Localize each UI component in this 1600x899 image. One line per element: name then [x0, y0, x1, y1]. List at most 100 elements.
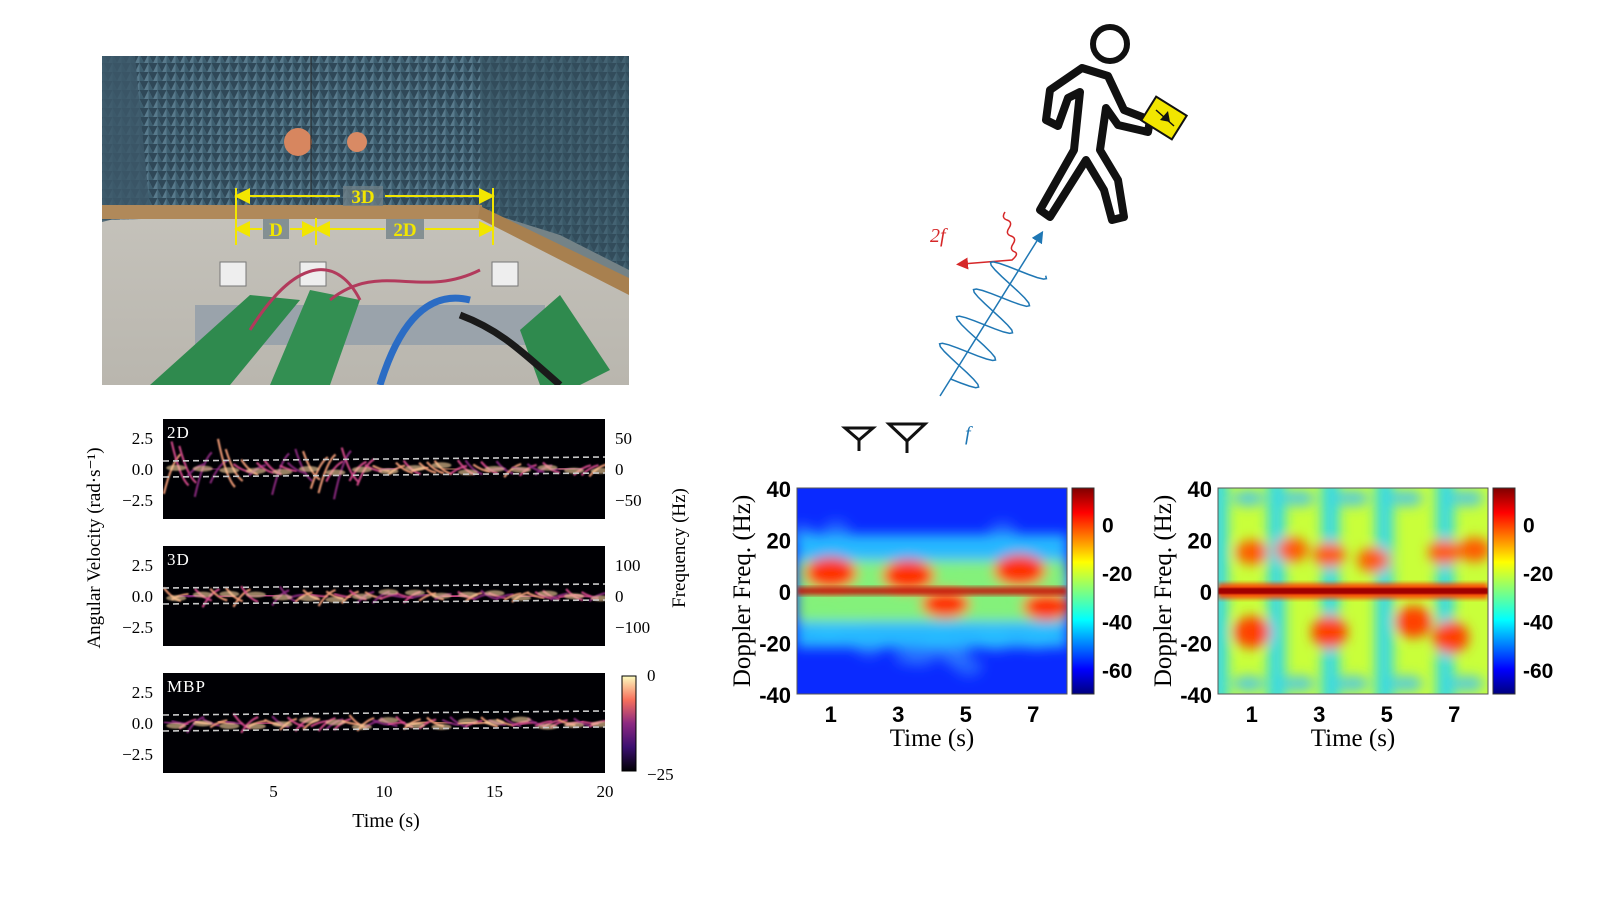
left-y-tick: 2.5: [132, 683, 153, 702]
signal-trace: [426, 461, 445, 475]
right-y-tick: 50: [615, 429, 632, 448]
left-x-axis-label: Time (s): [352, 810, 420, 832]
plot-frame: [1217, 487, 1489, 695]
signal-hotspot: [457, 469, 478, 476]
panel-tag: MBP: [167, 677, 206, 696]
tx-wave-icon: [938, 261, 1048, 389]
signal-trace: [534, 720, 553, 728]
upper-harmonic-blob: [1458, 537, 1488, 562]
signal-trace: [503, 717, 522, 727]
signal-trace: [279, 464, 298, 473]
upper-bound-line: [162, 456, 606, 462]
left-y-tick: −2.5: [122, 491, 153, 510]
upper-weak-blob: [1451, 490, 1484, 507]
jet-colorbar: [1492, 487, 1516, 695]
signal-hotspot: [245, 591, 266, 598]
panel-tag: 2D: [167, 423, 190, 442]
x-tick: 1: [825, 702, 837, 727]
magma-panel-2d: 2D 2.5 0.0 −2.5 50 0 −50: [122, 419, 642, 519]
antenna-board-right: [520, 295, 610, 385]
magma-panel-mbp: MBP 2.5 0.0 −2.5: [122, 673, 606, 773]
signal-hotspot: [351, 593, 372, 600]
signal-hotspot: [564, 593, 585, 600]
left-y-tick: 0.0: [132, 714, 153, 733]
left-y-tick: 0.0: [132, 587, 153, 606]
tx-wave-axis: [939, 230, 1044, 397]
upper-bound-line: [162, 583, 606, 589]
right-y-tick: 0: [615, 460, 624, 479]
signal-hotspot: [537, 590, 558, 597]
doppler-spectrogram-tag: 40 20 0 -20 -40 1 3 5 7 Time (s) Doppler Freq. (Hz…: [1150, 477, 1553, 752]
signal-trace: [464, 459, 483, 476]
left-y-tick: −2.5: [122, 745, 153, 764]
signal-trace: [379, 593, 398, 600]
x-tick: 3: [892, 702, 904, 727]
y-tick: 20: [1188, 529, 1212, 554]
tx-freq-label: f: [965, 423, 973, 445]
positive-doppler-lobe: [804, 556, 857, 589]
signal-trace: [294, 591, 313, 603]
colorbar-tick: -40: [1523, 611, 1553, 634]
span-3d-label: 3D: [351, 187, 374, 208]
positive-doppler-lobe: [993, 554, 1046, 587]
signal-trace: [286, 461, 305, 474]
panel-tag: 3D: [167, 550, 190, 569]
signal-hotspot: [272, 594, 293, 601]
signal-hotspot: [511, 466, 532, 473]
y-tick: -40: [759, 683, 791, 708]
signal-trace: [286, 716, 305, 728]
negative-doppler-lobe: [921, 589, 970, 618]
signal-hotspot: [325, 719, 346, 726]
signal-hotspot: [537, 723, 558, 730]
dimension-annotations: 3D D 2D: [234, 186, 495, 245]
upper-harmonic-blob: [1235, 540, 1268, 565]
colorbar-tick: -40: [1102, 611, 1132, 634]
magma-colorbar-gradient: [621, 675, 637, 772]
x-tick: 7: [1448, 702, 1460, 727]
tag-icon: [1139, 95, 1189, 141]
panel-signal: [163, 712, 605, 734]
noise-blob: [907, 646, 936, 667]
signal-hotspot: [298, 595, 319, 602]
signal-trace: [503, 592, 522, 601]
zero-doppler-line: [797, 586, 1067, 596]
left-y-tick: 2.5: [132, 556, 153, 575]
signal-hotspot: [378, 717, 399, 724]
lower-weak-blob: [1451, 675, 1484, 692]
span-2d-label: 2D: [393, 220, 416, 241]
signal-trace: [573, 717, 591, 727]
signal-hotspot: [245, 467, 266, 474]
signal-hotspot: [192, 465, 213, 472]
signal-trace: [395, 461, 414, 474]
upper-harmonic-blob: [1357, 548, 1390, 573]
colorbar-tick: -60: [1523, 660, 1553, 683]
energy-blobs: [1218, 488, 1488, 694]
x-tick: 7: [1027, 702, 1039, 727]
upper-weak-blob: [1283, 490, 1315, 507]
left-y-tick: −2.5: [122, 618, 153, 637]
signal-trace: [325, 460, 344, 483]
signal-trace: [418, 592, 437, 602]
upper-weak-blob: [1337, 490, 1369, 507]
antenna-board-left: [150, 295, 300, 385]
signal-trace: [255, 461, 274, 474]
y-tick: -20: [759, 632, 791, 657]
target-sphere-large: [284, 128, 312, 156]
signal-hotspot: [590, 721, 605, 728]
span-d-label: D: [269, 220, 283, 241]
signal-hotspot: [431, 592, 452, 599]
spectrogram-body: [797, 488, 1067, 694]
signal-hotspot: [511, 594, 532, 601]
lower-weak-blob: [1391, 675, 1423, 692]
upper-harmonic-blob: [1313, 542, 1346, 567]
left-x-tick: 10: [376, 782, 393, 801]
x-axis-label: Time (s): [890, 725, 975, 752]
lower-harmonic-blob: [1432, 621, 1469, 654]
x-tick: 5: [960, 702, 972, 727]
signal-hotspot: [298, 465, 319, 472]
magma-panel-3d: 3D 2.5 0.0 −2.5 100 0 −100: [122, 546, 650, 646]
rx-freq-label: 2f: [930, 225, 948, 247]
x-tick: 3: [1313, 702, 1325, 727]
signal-hotspot: [272, 721, 293, 728]
left-y-axis-label: Angular Velocity (rad·s⁻¹): [84, 447, 105, 648]
